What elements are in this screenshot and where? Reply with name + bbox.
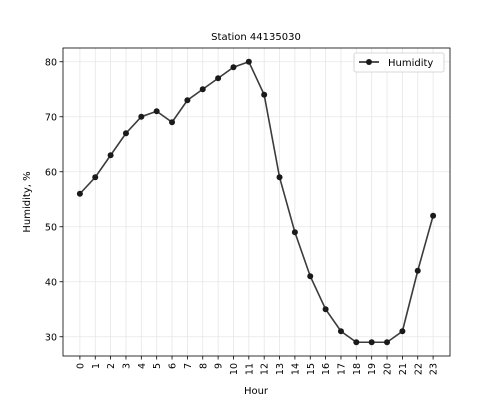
x-tick-label: 23 (429, 363, 440, 375)
data-point (276, 174, 283, 181)
data-point (322, 306, 329, 313)
data-point (399, 328, 406, 335)
x-tick-label: 17 (336, 363, 347, 375)
data-point (153, 108, 160, 115)
x-tick-label: 7 (183, 363, 194, 369)
y-tick-label: 80 (45, 57, 57, 68)
x-tick-label: 3 (121, 363, 132, 369)
legend-box (353, 52, 445, 73)
data-point (261, 91, 268, 98)
data-point (138, 113, 145, 120)
data-point (230, 64, 237, 71)
x-tick-label: 6 (168, 363, 179, 369)
x-tick-label: 10 (229, 363, 240, 375)
data-point (184, 97, 191, 104)
data-point (107, 152, 114, 159)
y-tick-label: 30 (45, 332, 57, 343)
x-tick-label: 5 (152, 363, 163, 369)
data-point (92, 174, 99, 181)
x-tick-label: 18 (352, 363, 363, 375)
plot-frame (62, 47, 451, 357)
x-tick-label: 13 (275, 363, 286, 375)
data-point (368, 339, 375, 346)
data-point (430, 212, 437, 219)
data-point (169, 119, 176, 126)
x-tick-label: 22 (413, 363, 424, 375)
legend: Humidity (353, 52, 445, 73)
y-axis-label: Humidity, % (22, 171, 33, 232)
data-point (337, 328, 344, 335)
x-tick-label: 4 (137, 363, 148, 369)
x-tick-label: 14 (290, 363, 301, 375)
data-point (384, 339, 391, 346)
y-tick-label: 60 (45, 167, 57, 178)
x-tick-label: 15 (306, 363, 317, 375)
data-point (414, 267, 421, 274)
x-axis-label: Hour (244, 386, 269, 397)
y-tick-label: 40 (45, 277, 57, 288)
data-point (307, 273, 314, 280)
series-line (79, 60, 434, 344)
data-point (245, 58, 252, 65)
data-point (122, 130, 129, 137)
x-tick-label: 20 (383, 363, 394, 375)
x-tick-label: 19 (367, 363, 378, 375)
data-point (199, 86, 206, 93)
x-tick-label: 8 (198, 363, 209, 369)
x-tick-label: 21 (398, 363, 409, 375)
grid (63, 48, 450, 356)
data-point (353, 339, 360, 346)
x-axis: 0 1 2 3 4 5 6 7 8 9 10 11 12 13 14 15 16 17 18 19 20 21 22 23 (75, 356, 440, 375)
data-point (215, 75, 222, 82)
data-point (76, 190, 83, 197)
x-tick-label: 11 (244, 363, 255, 375)
series-humidity (76, 58, 437, 346)
legend-label-humidity: Humidity (388, 58, 433, 69)
x-tick-label: 16 (321, 363, 332, 375)
y-tick-label: 70 (45, 112, 57, 123)
x-tick-label: 1 (91, 363, 102, 369)
legend-marker-swatch (366, 59, 372, 65)
y-tick-label: 50 (45, 222, 57, 233)
x-tick-label: 0 (75, 363, 86, 369)
data-point (291, 229, 298, 236)
x-tick-label: 9 (214, 363, 225, 369)
y-axis: 30 40 50 60 70 80 (45, 57, 63, 343)
chart-title: Station 44135030 (211, 32, 301, 43)
x-tick-label: 2 (106, 363, 117, 369)
x-tick-label: 12 (260, 363, 271, 375)
